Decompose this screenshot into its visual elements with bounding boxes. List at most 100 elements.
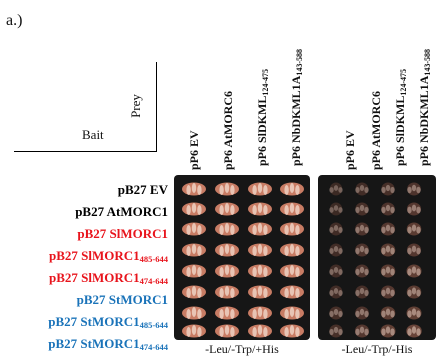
yeast-spot <box>355 182 369 196</box>
yeast-spot <box>406 222 422 236</box>
yeast-spot <box>355 285 369 299</box>
yeast-spot <box>182 243 206 257</box>
yeast-spot <box>406 324 422 338</box>
yeast-spot <box>329 243 343 257</box>
bait-label: pB27 SlMORC1474-644 <box>49 271 168 286</box>
bait-label-main: pB27 SlMORC1 <box>77 226 168 241</box>
yeast-spot <box>355 202 369 216</box>
yeast-spot <box>355 264 369 278</box>
yeast-spot <box>329 202 343 216</box>
bait-label: pB27 AtMORC1 <box>75 205 168 218</box>
yeast-spot <box>182 202 206 216</box>
prey-axis-label: Prey <box>128 94 143 118</box>
prey-labels-left: pP6 EV pP6 AtMORC6 pP6 SlDKML124-475 pP6 Nb… <box>174 0 324 170</box>
yeast-spot <box>248 324 272 338</box>
yeast-spot <box>354 324 370 338</box>
yeast-spot <box>248 202 272 216</box>
yeast-spot <box>280 243 304 257</box>
prey-label: pP6 NbDKML1A143-588 <box>286 0 306 170</box>
bait-axis-label: Bait <box>82 127 104 142</box>
yeast-spot <box>248 222 272 236</box>
yeast-spot <box>380 264 396 278</box>
yeast-spot <box>182 324 206 338</box>
bait-label: pB27 SlMORC1 <box>77 227 168 240</box>
yeast-spot <box>182 285 206 299</box>
yeast-spot <box>182 222 206 236</box>
yeast-spot <box>280 182 304 196</box>
yeast-spot <box>280 324 304 338</box>
prey-label-text: pP6 NbDKML1A143-588 <box>414 49 438 166</box>
bait-label-subscript: 474-644 <box>139 276 168 286</box>
prey-label: pP6 EV <box>340 0 360 170</box>
prey-label: pP6 SlDKML124-475 <box>390 0 410 170</box>
condition-label-his-minus: -Leu/-Trp/-His <box>341 342 413 356</box>
yeast-spot <box>248 285 272 299</box>
yeast-spot <box>329 285 343 299</box>
prey-label: pP6 AtMORC6 <box>218 0 238 170</box>
prey-label-text: pP6 AtMORC6 <box>366 91 386 170</box>
prey-label: pP6 NbDKML1A143-588 <box>414 0 434 170</box>
bait-label-main: pB27 SlMORC1 <box>49 270 140 285</box>
yeast-spot <box>355 306 369 320</box>
prey-label-text: pP6 AtMORC6 <box>218 91 238 170</box>
yeast-spot <box>329 222 343 236</box>
bait-label-main: pB27 StMORC1 <box>48 336 140 351</box>
yeast-spot <box>407 182 421 196</box>
prey-label: pP6 SlDKML124-475 <box>252 0 272 170</box>
yeast-spot <box>215 222 239 236</box>
yeast-spot <box>280 306 304 320</box>
prey-label-main: pP6 SlDKML <box>393 95 407 166</box>
prey-label-subscript: 143-588 <box>423 48 432 76</box>
yeast-spot <box>406 243 422 257</box>
yeast-spot <box>248 182 272 196</box>
yeast-spot <box>248 264 272 278</box>
yeast-spot <box>280 285 304 299</box>
yeast-spot <box>380 243 396 257</box>
bait-label: pB27 StMORC1 <box>77 293 168 306</box>
yeast-spot <box>215 285 239 299</box>
yeast-spot <box>215 202 239 216</box>
yeast-spot <box>215 306 239 320</box>
prey-label-main: pP6 SlDKML <box>255 95 269 166</box>
prey-label-text: pP6 SlDKML124-475 <box>390 69 414 166</box>
bait-label-main: pB27 SlMORC1 <box>49 248 140 263</box>
yeast-spot <box>406 264 422 278</box>
yeast-spot <box>406 306 422 320</box>
yeast-spot <box>406 202 422 216</box>
condition-label-his-plus: -Leu/-Trp/+His <box>205 342 279 356</box>
prey-label-main: pP6 AtMORC6 <box>369 91 383 170</box>
yeast-spot <box>406 285 422 299</box>
yeast-spot <box>329 306 343 320</box>
bait-label-subscript: 485-644 <box>139 320 168 330</box>
prey-label-text: pP6 SlDKML124-475 <box>252 69 276 166</box>
yeast-spot <box>248 243 272 257</box>
yeast-spot <box>182 306 206 320</box>
prey-label: pP6 EV <box>184 0 204 170</box>
prey-label-main: pP6 NbDKML1A <box>417 75 431 166</box>
plate-his-plus <box>174 175 310 340</box>
prey-label-subscript: 124-475 <box>261 68 270 96</box>
prey-label-main: pP6 NbDKML1A <box>289 75 303 166</box>
prey-label-text: pP6 EV <box>340 130 360 170</box>
yeast-spot <box>215 324 239 338</box>
prey-label-main: pP6 EV <box>343 130 357 170</box>
plate-his-minus <box>318 175 436 340</box>
yeast-spot <box>381 202 395 216</box>
yeast-spot <box>355 243 369 257</box>
prey-label-main: pP6 EV <box>187 130 201 170</box>
corner-vertical-line <box>156 62 157 152</box>
yeast-spot <box>215 243 239 257</box>
bait-label: pB27 StMORC1485-644 <box>48 315 168 330</box>
yeast-spot <box>380 222 396 236</box>
yeast-spot <box>380 324 396 338</box>
bait-label-subscript: 485-644 <box>139 254 168 264</box>
yeast-spot <box>280 202 304 216</box>
prey-labels-right: pP6 EV pP6 AtMORC6 pP6 SlDKML124-475 pP6 Nb… <box>338 0 438 170</box>
yeast-spot <box>248 306 272 320</box>
yeast-spot <box>280 222 304 236</box>
yeast-spot <box>329 182 343 196</box>
yeast-spot <box>329 324 343 338</box>
yeast-spot <box>355 222 369 236</box>
prey-label-main: pP6 AtMORC6 <box>221 91 235 170</box>
yeast-spot <box>215 264 239 278</box>
